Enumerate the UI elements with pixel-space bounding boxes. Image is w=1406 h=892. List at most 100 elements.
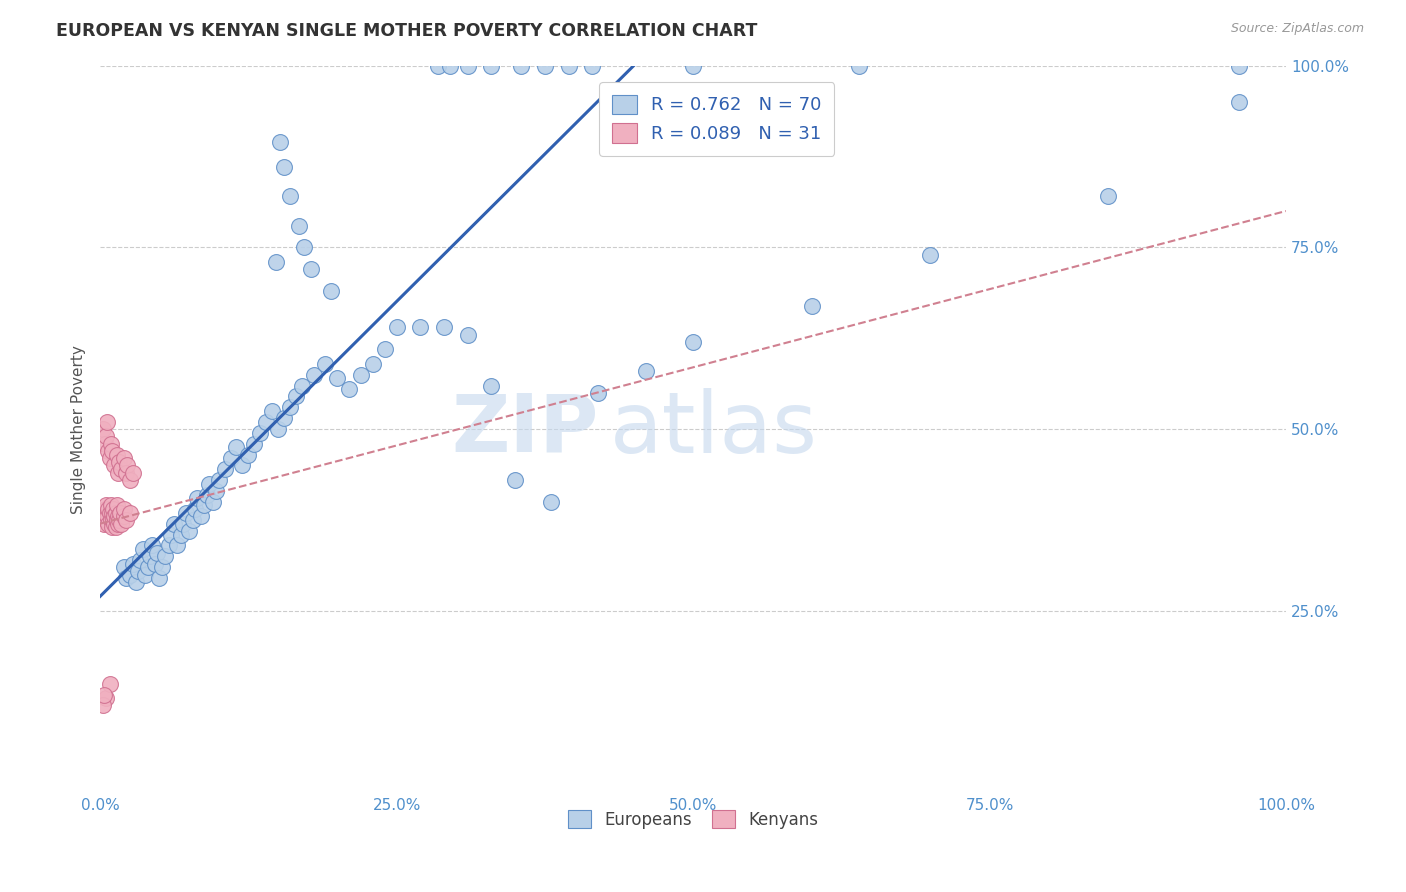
Point — [481, 59, 503, 73]
Point — [205, 483, 228, 498]
Point — [181, 513, 204, 527]
Point — [503, 473, 526, 487]
Point — [98, 451, 121, 466]
Point — [100, 499, 122, 513]
Point — [97, 502, 120, 516]
Point — [214, 462, 236, 476]
Point — [170, 527, 193, 541]
Point — [94, 513, 117, 527]
Point — [91, 422, 114, 436]
Point — [94, 502, 117, 516]
Point — [190, 509, 212, 524]
Point — [184, 502, 207, 516]
Point — [141, 538, 163, 552]
Point — [920, 247, 942, 261]
Point — [292, 240, 315, 254]
Point — [264, 255, 287, 269]
Point — [101, 444, 124, 458]
Point — [101, 513, 124, 527]
Point — [104, 520, 127, 534]
Point — [101, 520, 124, 534]
Text: atlas: atlas — [610, 388, 818, 471]
Point — [374, 342, 396, 356]
Point — [118, 567, 141, 582]
Point — [134, 567, 156, 582]
Point — [112, 502, 135, 516]
Point — [103, 458, 125, 473]
Point — [634, 364, 657, 378]
Point — [533, 59, 555, 73]
Point — [350, 368, 373, 382]
Point — [193, 499, 215, 513]
Point — [163, 516, 186, 531]
Point — [157, 538, 180, 552]
Point — [125, 574, 148, 589]
Point — [122, 557, 145, 571]
Point — [146, 546, 169, 560]
Point — [105, 499, 128, 513]
Text: ZIP: ZIP — [451, 390, 598, 468]
Point — [117, 458, 139, 473]
Point — [540, 495, 562, 509]
Point — [118, 506, 141, 520]
Point — [105, 513, 128, 527]
Point — [337, 382, 360, 396]
Point — [105, 448, 128, 462]
Point — [269, 135, 291, 149]
Point — [150, 560, 173, 574]
Point — [110, 462, 132, 476]
Point — [101, 502, 124, 516]
Point — [129, 553, 152, 567]
Point — [177, 524, 200, 538]
Point — [409, 320, 432, 334]
Point — [254, 415, 277, 429]
Point — [586, 385, 609, 400]
Point — [115, 513, 138, 527]
Point — [208, 473, 231, 487]
Point — [94, 691, 117, 706]
Point — [98, 676, 121, 690]
Point — [299, 262, 322, 277]
Point — [1227, 95, 1250, 109]
Point — [112, 560, 135, 574]
Point — [321, 284, 343, 298]
Point — [166, 538, 188, 552]
Point — [115, 466, 138, 480]
Point — [249, 425, 271, 440]
Point — [557, 59, 579, 73]
Point — [427, 59, 450, 73]
Point — [284, 389, 307, 403]
Point — [231, 458, 253, 473]
Point — [96, 415, 118, 429]
Point — [104, 506, 127, 520]
Point — [800, 299, 823, 313]
Point — [439, 59, 461, 73]
Point — [457, 59, 479, 73]
Point — [155, 549, 177, 564]
Y-axis label: Single Mother Poverty: Single Mother Poverty — [72, 344, 86, 514]
Point — [186, 491, 208, 506]
Point — [118, 473, 141, 487]
Point — [457, 327, 479, 342]
Point — [112, 451, 135, 466]
Point — [100, 436, 122, 450]
Point — [127, 564, 149, 578]
Point — [267, 422, 290, 436]
Point — [278, 401, 301, 415]
Point — [262, 404, 284, 418]
Point — [112, 509, 135, 524]
Point — [172, 516, 194, 531]
Point — [581, 59, 603, 73]
Point — [110, 506, 132, 520]
Point — [98, 506, 121, 520]
Point — [201, 495, 224, 509]
Point — [107, 509, 129, 524]
Point — [101, 506, 124, 520]
Point — [848, 59, 870, 73]
Point — [288, 219, 311, 233]
Point — [94, 499, 117, 513]
Point — [94, 429, 117, 443]
Point — [243, 436, 266, 450]
Point — [385, 320, 408, 334]
Point — [314, 357, 336, 371]
